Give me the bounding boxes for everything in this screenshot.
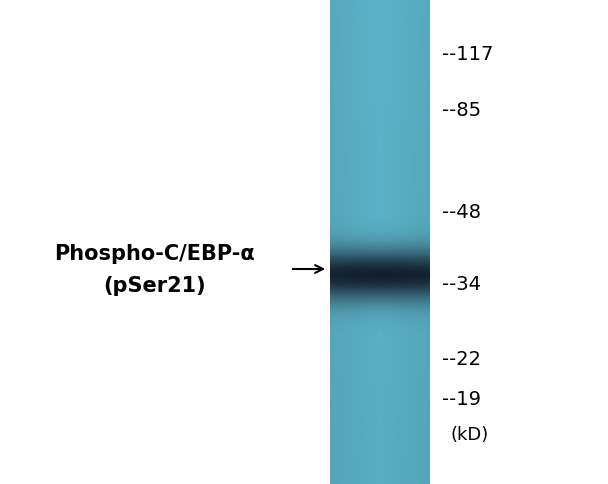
Text: --34: --34 bbox=[442, 275, 481, 294]
Text: --85: --85 bbox=[442, 100, 481, 119]
Text: --19: --19 bbox=[442, 390, 481, 408]
Text: --22: --22 bbox=[442, 350, 481, 369]
Text: Phospho-C/EBP-α: Phospho-C/EBP-α bbox=[55, 243, 255, 263]
Text: (kD): (kD) bbox=[450, 425, 488, 443]
Text: --117: --117 bbox=[442, 45, 493, 64]
Text: --48: --48 bbox=[442, 203, 481, 222]
Text: (pSer21): (pSer21) bbox=[104, 275, 206, 295]
